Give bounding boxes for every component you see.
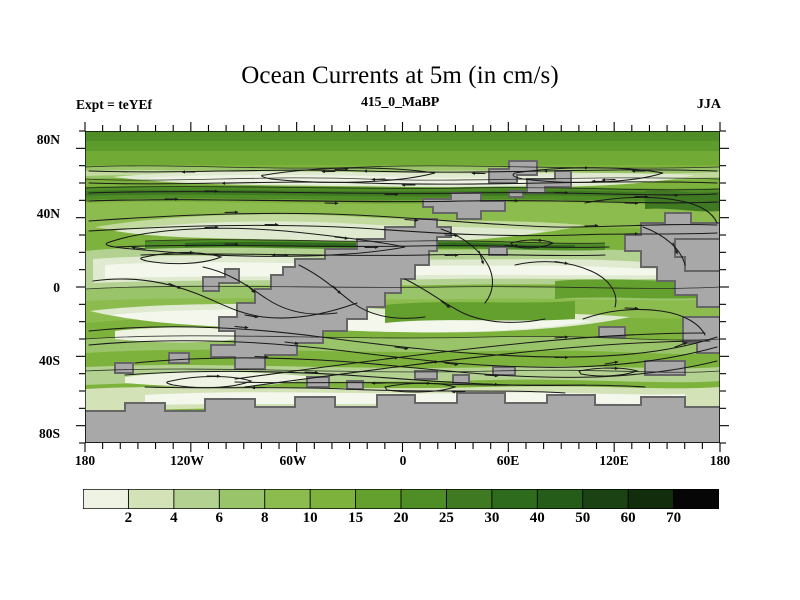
colorbar-band [173, 489, 220, 509]
x-tick-label-60w: 60W [279, 453, 307, 468]
colorbar-band [582, 489, 629, 509]
experiment-label: Expt = teYEf [76, 97, 152, 112]
colorbar-tick-label: 20 [393, 510, 409, 526]
x-tick-label-120e: 120E [599, 453, 629, 468]
y-tick-label-80s: 80S [38, 426, 60, 441]
x-tick-label-120w: 120W [170, 453, 204, 468]
colorbar-band [491, 489, 538, 509]
map-plot [85, 131, 720, 443]
colorbar [83, 489, 719, 509]
season-label: JJA [696, 97, 721, 112]
colorbar-band [264, 489, 311, 509]
colorbar-band [446, 489, 493, 509]
x-tick-label-60e: 60E [496, 453, 520, 468]
page-title: Ocean Currents at 5m (in cm/s) [241, 62, 559, 89]
colorbar-band [219, 489, 266, 509]
colorbar-tick-label: 40 [529, 510, 545, 526]
x-tick-label-0: 0 [399, 453, 407, 468]
y-tick-label-0: 0 [53, 280, 60, 295]
colorbar-band [628, 489, 674, 509]
colorbar-tick-label: 2 [124, 510, 133, 526]
colorbar-tick-label: 25 [438, 510, 454, 526]
case-label: 415_0_MaBP [360, 95, 440, 110]
colorbar-tick-label: 60 [620, 510, 636, 526]
colorbar-band [83, 489, 129, 509]
x-tick-label-180w: 180 [74, 453, 96, 468]
colorbar-tick-label: 6 [215, 510, 224, 526]
colorbar-tick-label: 10 [302, 510, 318, 526]
colorbar-band [310, 489, 356, 509]
colorbar-band [401, 489, 447, 509]
colorbar-tick-label: 4 [170, 510, 178, 526]
colorbar-band [128, 489, 175, 509]
colorbar-tick-label: 15 [348, 510, 364, 526]
axis-ticks [76, 122, 729, 452]
colorbar-tick-label: 50 [575, 510, 591, 526]
y-tick-label-40s: 40S [38, 353, 60, 368]
colorbar-tick-label: 30 [484, 510, 500, 526]
colorbar-band [537, 489, 584, 509]
y-tick-label-80n: 80N [36, 132, 60, 147]
y-tick-label-40n: 40N [36, 206, 60, 221]
streamline-layer [88, 166, 718, 394]
colorbar-band [355, 489, 402, 509]
colorbar-tick-label: 8 [260, 510, 269, 526]
colorbar-tick-label: 70 [666, 510, 682, 526]
x-tick-label-180e: 180 [709, 453, 731, 468]
colorbar-band [673, 489, 719, 509]
